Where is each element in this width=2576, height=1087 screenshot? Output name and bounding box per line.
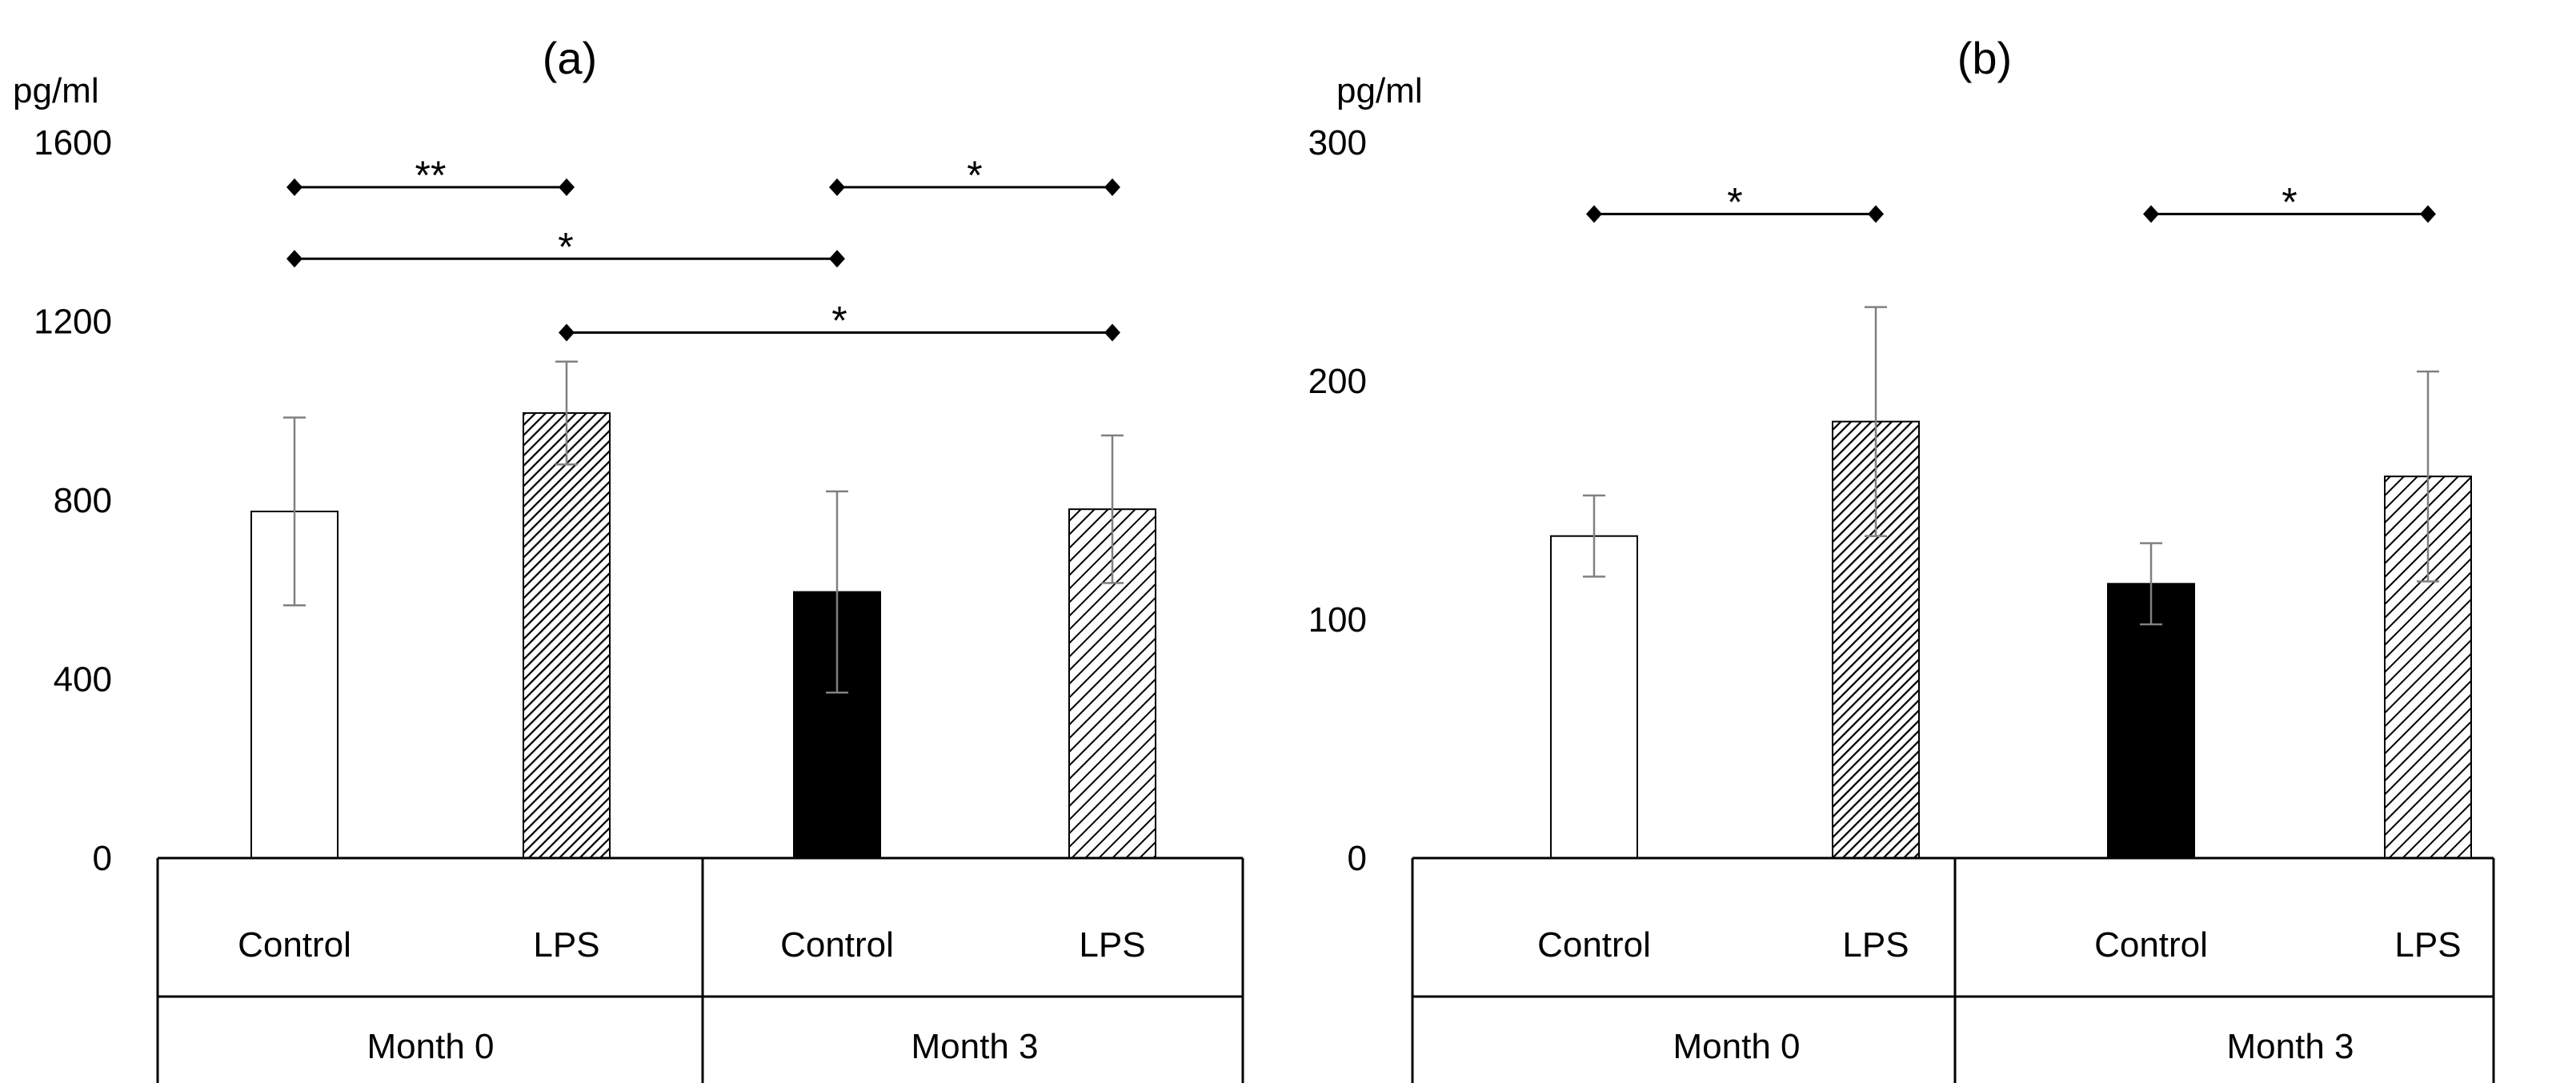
group-label: Month 3 <box>2227 1027 2354 1066</box>
panel-a-error-bars <box>283 360 1124 694</box>
significance-label: * <box>967 153 982 198</box>
y-tick-label: 1600 <box>34 123 112 162</box>
y-tick-label: 100 <box>1308 600 1367 640</box>
panel-b-significance: * * <box>1586 179 2436 224</box>
significance-diamond-marker <box>829 250 845 268</box>
significance-diamond-marker <box>2143 205 2159 223</box>
panel-a-category-labels: Control LPS Control LPS <box>238 925 1146 965</box>
category-label: Control <box>780 925 894 965</box>
category-label: Control <box>2094 925 2208 965</box>
significance-label: * <box>2282 179 2297 224</box>
significance-label: * <box>1727 179 1742 224</box>
y-tick-label: 0 <box>93 839 112 878</box>
significance-diamond-marker <box>559 178 575 196</box>
significance-label: ** <box>415 153 447 198</box>
panel-b-bars <box>1550 420 2472 859</box>
group-label: Month 3 <box>911 1027 1039 1066</box>
category-label: LPS <box>533 925 599 965</box>
panel-a-axes <box>156 856 1244 1083</box>
y-tick-label: 1200 <box>34 303 112 342</box>
category-label: LPS <box>2394 925 2461 965</box>
significance-diamond-marker <box>1104 178 1120 196</box>
panel-b-category-labels: Control LPS Control LPS <box>1537 925 2462 965</box>
significance-label: * <box>558 224 573 269</box>
significance-diamond-marker <box>829 178 845 196</box>
category-label: LPS <box>1842 925 1909 965</box>
y-tick-label: 0 <box>1348 839 1367 878</box>
bar <box>523 412 611 859</box>
panel-a-y-ticks: 0 400 800 1200 1600 <box>34 123 112 878</box>
significance-diamond-marker <box>1104 323 1120 342</box>
panel-a-ylabel: pg/ml <box>13 71 99 110</box>
panel-b-ylabel: pg/ml <box>1336 71 1423 110</box>
category-label: Control <box>238 925 351 965</box>
significance-diamond-marker <box>286 250 302 268</box>
group-label: Month 0 <box>1673 1027 1801 1066</box>
panel-a-title: (a) <box>543 33 597 83</box>
bar <box>2107 583 2195 859</box>
y-tick-label: 400 <box>54 660 112 700</box>
panel-b-group-labels: Month 0 Month 3 <box>1673 1027 2354 1066</box>
y-tick-label: 200 <box>1308 362 1367 401</box>
panel-b-axes <box>1411 856 2495 1083</box>
panel-b-y-ticks: 0 100 200 300 <box>1308 123 1367 878</box>
panel-a-significance: ** *** <box>286 153 1120 343</box>
category-label: Control <box>1537 925 1651 965</box>
significance-diamond-marker <box>1586 205 1602 223</box>
panel-a-bars <box>250 412 1156 859</box>
category-label: LPS <box>1079 925 1145 965</box>
bar <box>1550 535 1638 859</box>
panel-b-title: (b) <box>1957 33 2012 83</box>
significance-label: * <box>831 298 847 343</box>
panel-b-error-bars <box>1583 306 2439 626</box>
panel-a-group-labels: Month 0 Month 3 <box>367 1027 1039 1066</box>
y-tick-label: 800 <box>54 481 112 520</box>
group-label: Month 0 <box>367 1027 495 1066</box>
significance-diamond-marker <box>1868 205 1884 223</box>
significance-diamond-marker <box>286 178 302 196</box>
significance-diamond-marker <box>559 323 575 342</box>
y-tick-label: 300 <box>1308 123 1367 162</box>
significance-diamond-marker <box>2420 205 2436 223</box>
